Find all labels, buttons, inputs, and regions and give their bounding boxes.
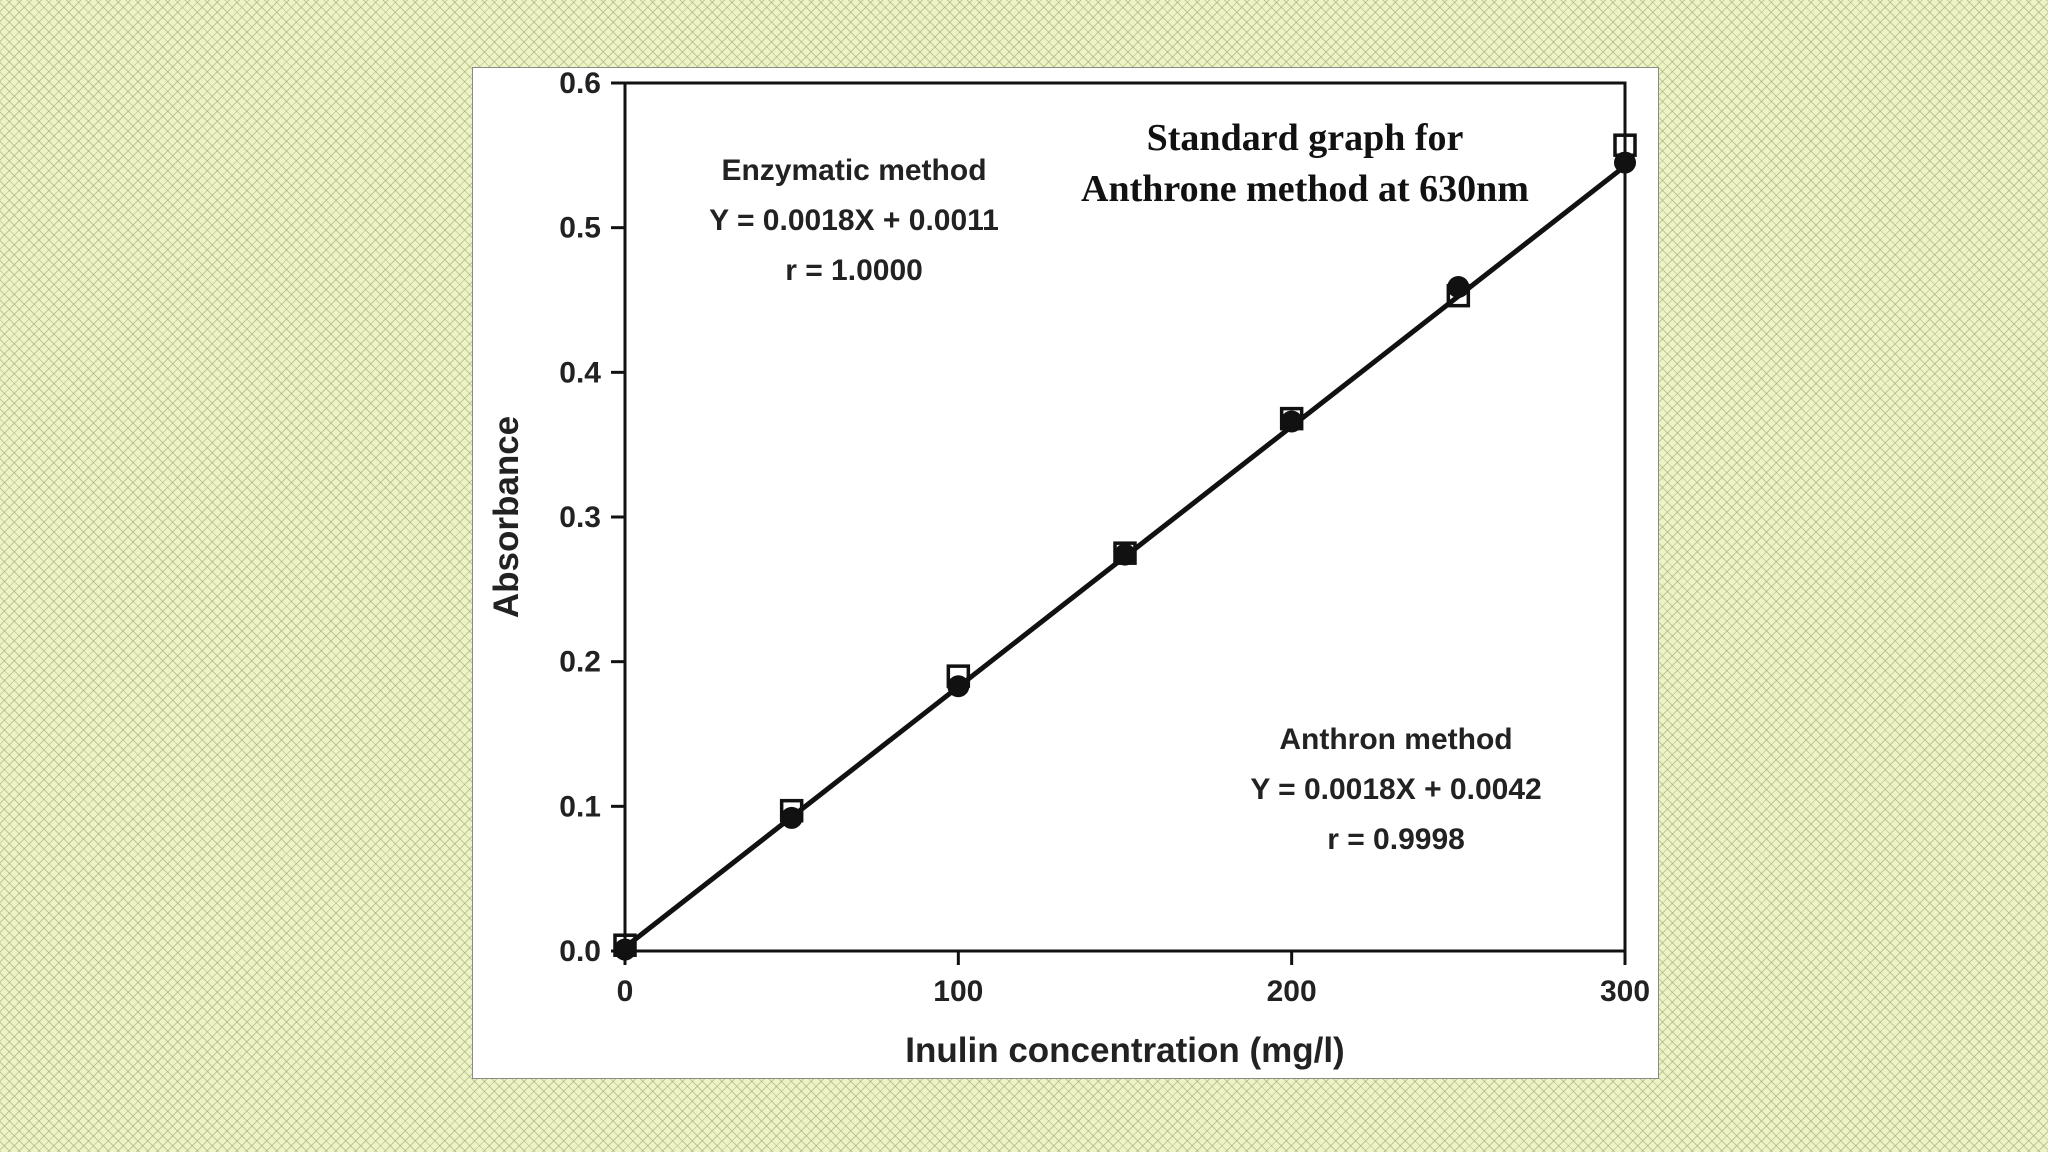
data-point-square <box>1613 133 1637 157</box>
data-point-circle <box>1614 151 1636 174</box>
data-point-circle <box>614 938 636 961</box>
chart-title-line-1: Standard graph for <box>1147 117 1464 159</box>
data-point-circle <box>1114 543 1136 566</box>
x-tick-label: 300 <box>1600 975 1650 1008</box>
data-point-square <box>613 933 637 957</box>
data-point-square <box>946 664 971 688</box>
anthron-method-label: Anthron method <box>1279 723 1512 756</box>
enzymatic-method-label: Enzymatic method <box>721 154 986 187</box>
x-tick-label: 100 <box>933 975 983 1008</box>
data-point-square <box>1113 541 1137 565</box>
data-point-circle <box>780 806 803 829</box>
anthron-equation: Y = 0.0018X + 0.0042 <box>1250 773 1541 806</box>
x-tick-label: 0 <box>617 975 634 1008</box>
y-axis-label: Absorbance <box>487 416 526 618</box>
chart-panel: 0.0 0.1 0.2 0.3 0.4 0.5 0.6 0 100 200 300 Absorban… <box>472 67 1659 1079</box>
x-axis-label: Inulin concentration (mg/l) <box>905 1031 1344 1070</box>
chart-title-line-2: Anthrone method at 630nm <box>1081 168 1529 210</box>
chart: 0.0 0.1 0.2 0.3 0.4 0.5 0.6 0 100 200 300 Absorban… <box>487 68 1650 1070</box>
y-tick-label: 0.6 <box>559 68 601 100</box>
y-tick-label: 0.0 <box>559 935 601 968</box>
data-point-square <box>1279 406 1304 431</box>
y-tick-label: 0.2 <box>559 646 601 679</box>
x-tick-label: 200 <box>1267 975 1317 1008</box>
y-tick-label: 0.3 <box>559 501 601 534</box>
enzymatic-r-value: r = 1.0000 <box>785 254 923 287</box>
data-point-square <box>1446 283 1471 308</box>
y-tick-label: 0.5 <box>559 212 601 245</box>
data-point-square <box>779 798 804 823</box>
anthron-r-value: r = 0.9998 <box>1327 823 1465 856</box>
enzymatic-equation: Y = 0.0018X + 0.0011 <box>709 204 999 237</box>
y-tick-label: 0.1 <box>559 790 601 823</box>
y-tick-label: 0.4 <box>559 356 601 389</box>
